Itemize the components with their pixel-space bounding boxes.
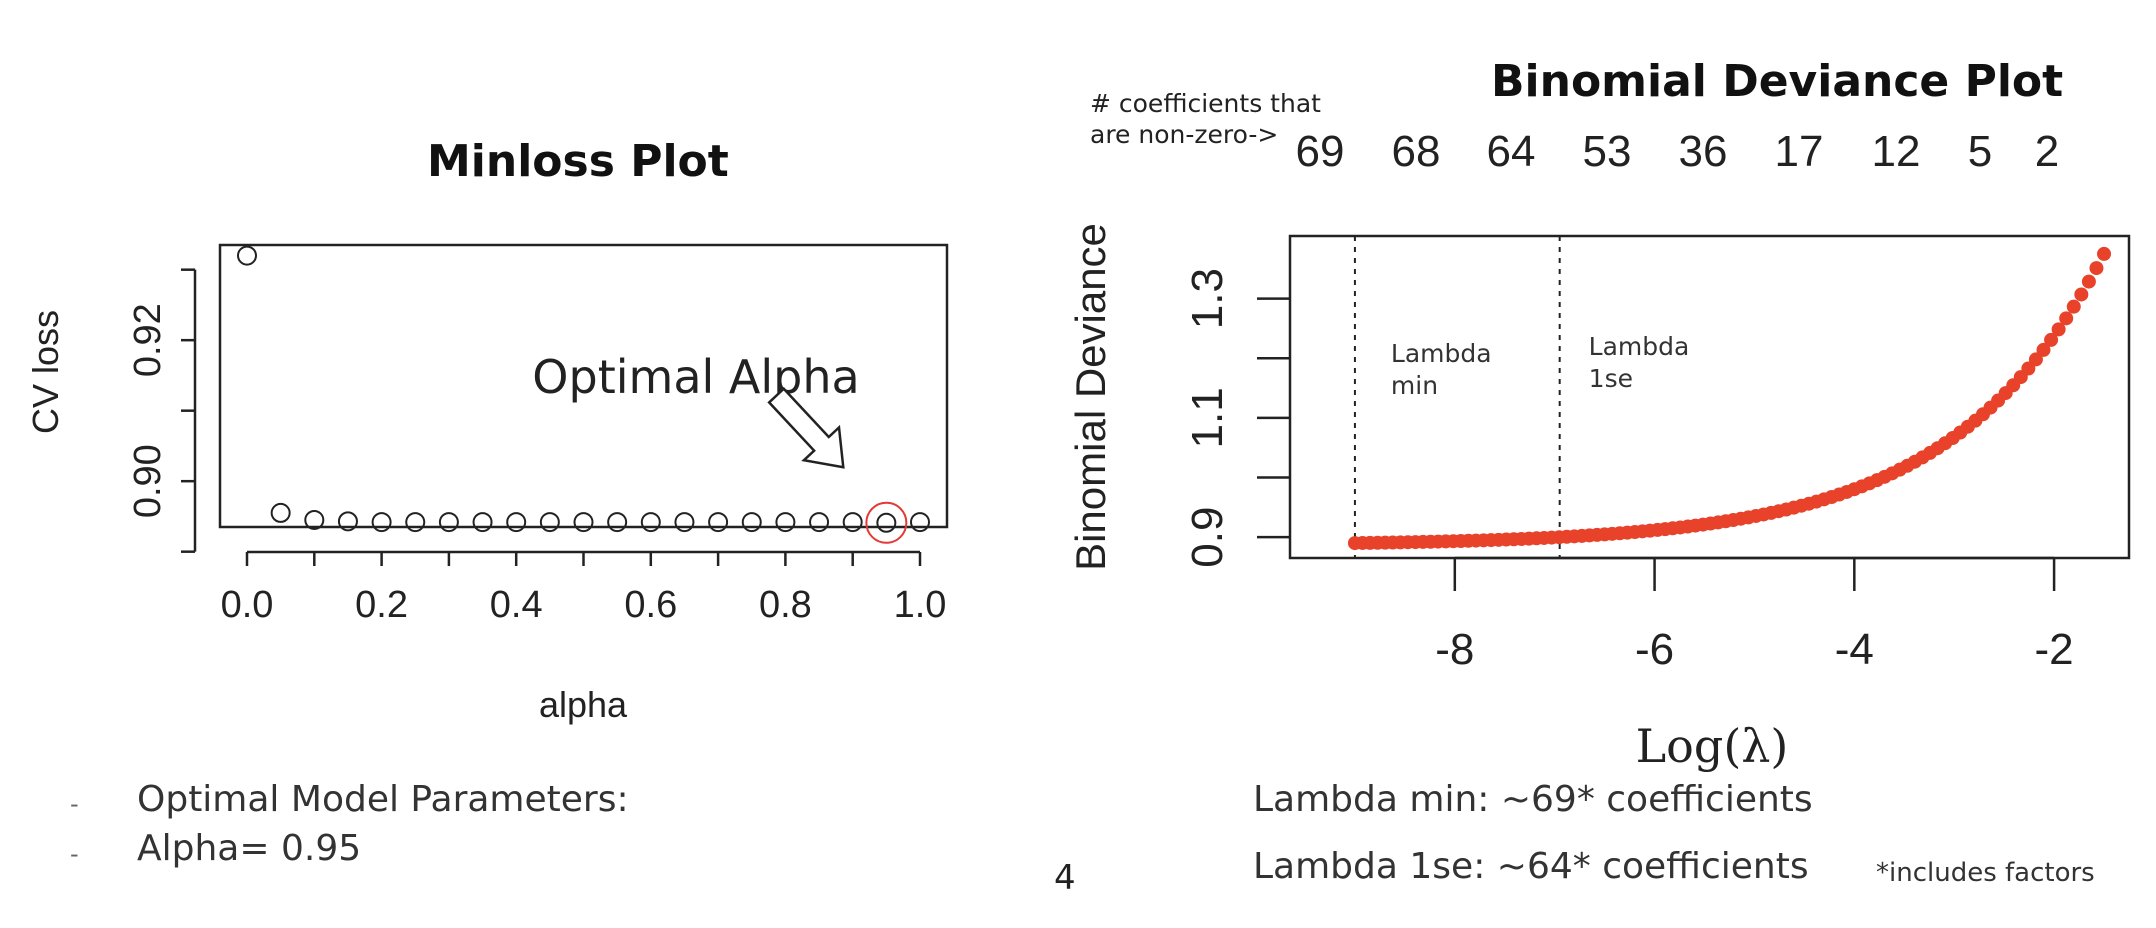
minloss-point xyxy=(270,502,291,523)
deviance-point xyxy=(2051,322,2066,337)
minloss-point xyxy=(438,512,459,533)
minloss-y-tick-label: 0.92 xyxy=(127,303,169,377)
deviance-x-tick-label: -2 xyxy=(2035,625,2074,674)
minloss-point xyxy=(337,511,358,532)
minloss-point xyxy=(607,512,628,533)
bullet-alpha: Alpha= 0.95 xyxy=(137,828,362,869)
reference-line-label: min xyxy=(1391,371,1438,400)
footnote: *includes factors xyxy=(1876,858,2095,888)
deviance-point xyxy=(2097,246,2112,261)
minloss-point xyxy=(876,512,897,533)
minloss-point xyxy=(539,512,560,533)
minloss-point xyxy=(405,512,426,533)
deviance-x-tick-label: -8 xyxy=(1435,625,1474,674)
top-count-label: 5 xyxy=(1968,127,1992,176)
deviance-x-tick-label: -4 xyxy=(1835,625,1874,674)
deviance-axes: -8 -6 -4 -2 0.9 1.1 1.3 xyxy=(1183,268,2074,674)
minloss-point xyxy=(809,512,830,533)
deviance-y-tick-label: 1.1 xyxy=(1183,387,1232,448)
minloss-point xyxy=(775,512,796,533)
annotation-arrow-icon xyxy=(767,386,845,469)
deviance-point xyxy=(2081,274,2096,289)
minloss-plot-box xyxy=(218,243,949,529)
top-count-label: 68 xyxy=(1392,127,1441,176)
deviance-x-tick-label: -6 xyxy=(1635,625,1674,674)
deviance-xlabel: Log(λ) xyxy=(1636,719,1789,773)
minloss-x-tick-label: 1.0 xyxy=(894,584,947,626)
deviance-point xyxy=(2036,342,2051,357)
top-axis-note-line2: are non-zero-> xyxy=(1090,120,1278,149)
minloss-point xyxy=(472,512,493,533)
minloss-x-tick-label: 0.8 xyxy=(759,584,812,626)
lambda-1se-note: Lambda 1se: ~64* coefficients xyxy=(1253,846,1809,887)
deviance-ylabel: Binomial Deviance xyxy=(1067,223,1114,571)
top-count-label: 17 xyxy=(1775,127,1824,176)
minloss-point xyxy=(674,512,695,533)
deviance-title: Binomial Deviance Plot xyxy=(1491,56,2064,107)
top-count-label: 12 xyxy=(1872,127,1921,176)
optimal-alpha-highlight xyxy=(865,501,908,544)
minloss-axes: 0.0 0.2 0.4 0.6 0.8 1.0 0.90 0.92 xyxy=(127,268,947,626)
bullet-dash-1: - xyxy=(70,790,79,818)
minloss-x-tick-label: 0.6 xyxy=(624,584,677,626)
deviance-chart: # coefficients that are non-zero-> 69 68 6… xyxy=(1067,89,2131,773)
minloss-point xyxy=(708,512,729,533)
bullet-optimal-params: Optimal Model Parameters: xyxy=(137,779,629,820)
minloss-chart: 0.0 0.2 0.4 0.6 0.8 1.0 0.90 0.92 CV loss alpha… xyxy=(25,243,949,725)
reference-line-label: Lambda xyxy=(1589,332,1690,361)
minloss-point xyxy=(371,512,392,533)
top-axis-note-line1: # coefficients that xyxy=(1090,89,1321,118)
deviance-point xyxy=(2059,311,2074,326)
minloss-plot-frame xyxy=(218,243,949,529)
minloss-xlabel: alpha xyxy=(539,684,628,725)
top-count-label: 64 xyxy=(1487,127,1536,176)
deviance-top-axis: 69 68 64 53 36 17 12 5 2 xyxy=(1296,127,2060,176)
minloss-point xyxy=(741,512,762,533)
minloss-y-tick-label: 0.90 xyxy=(127,444,169,518)
minloss-x-tick-label: 0.2 xyxy=(355,584,408,626)
minloss-point xyxy=(640,512,661,533)
top-count-label: 2 xyxy=(2035,127,2059,176)
minloss-point xyxy=(304,509,325,530)
top-count-label: 36 xyxy=(1679,127,1728,176)
optimal-alpha-annotation: Optimal Alpha xyxy=(532,350,859,404)
deviance-point xyxy=(2066,299,2081,314)
minloss-point xyxy=(910,512,930,533)
top-count-label: 69 xyxy=(1296,127,1345,176)
reference-line-label: Lambda xyxy=(1391,339,1492,368)
reference-line-label: 1se xyxy=(1589,364,1633,393)
minloss-point xyxy=(573,512,594,533)
page-number: 4 xyxy=(1054,858,1076,898)
deviance-point xyxy=(2028,352,2043,367)
deviance-y-tick-label: 0.9 xyxy=(1183,507,1232,568)
deviance-points xyxy=(1347,246,2112,551)
deviance-point xyxy=(2074,287,2089,302)
deviance-y-tick-label: 1.3 xyxy=(1183,268,1232,329)
minloss-x-tick-label: 0.4 xyxy=(490,584,543,626)
lambda-min-note: Lambda min: ~69* coefficients xyxy=(1253,779,1813,820)
minloss-point xyxy=(842,512,863,533)
minloss-x-tick-label: 0.0 xyxy=(221,584,274,626)
top-count-label: 53 xyxy=(1583,127,1632,176)
deviance-reference-lines: Lambda min Lambda 1se xyxy=(1353,236,1690,558)
minloss-ylabel: CV loss xyxy=(25,310,66,434)
deviance-point xyxy=(2089,261,2104,276)
bullet-dash-2: - xyxy=(70,840,79,868)
minloss-points xyxy=(237,245,930,544)
minloss-title: Minloss Plot xyxy=(427,136,729,187)
minloss-point xyxy=(506,512,527,533)
deviance-point xyxy=(2044,332,2059,347)
minloss-point xyxy=(237,245,257,266)
